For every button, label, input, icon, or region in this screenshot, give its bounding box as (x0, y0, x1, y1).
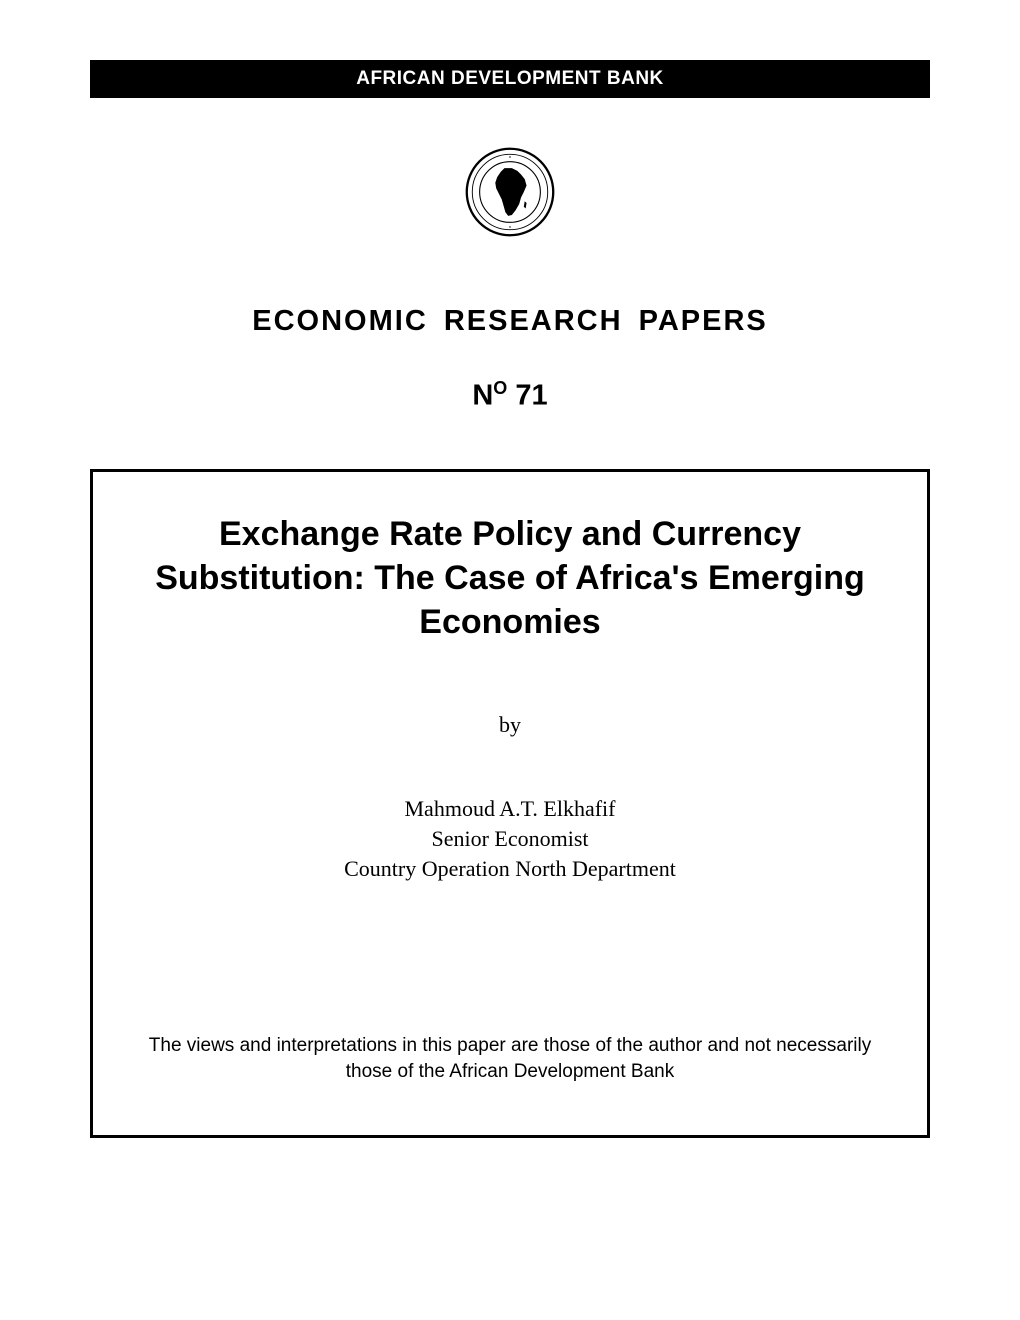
author-block: Mahmoud A.T. Elkhafif Senior Economist C… (121, 794, 899, 883)
series-number-prefix: N (472, 380, 493, 412)
header-bar: AFRICAN DEVELOPMENT BANK (90, 60, 930, 98)
author-name: Mahmoud A.T. Elkhafif (121, 794, 899, 824)
disclaimer-text: The views and interpretations in this pa… (121, 1033, 899, 1084)
by-label: by (121, 712, 899, 738)
organization-name: AFRICAN DEVELOPMENT BANK (356, 68, 664, 89)
title-box: Exchange Rate Policy and Currency Substi… (90, 469, 930, 1138)
paper-title: Exchange Rate Policy and Currency Substi… (121, 512, 899, 645)
series-title: ECONOMIC RESEARCH PAPERS (90, 305, 930, 338)
series-number-value: 71 (507, 380, 547, 412)
adb-logo-icon (464, 146, 556, 238)
logo-section (90, 146, 930, 243)
series-number: NO 71 (90, 378, 930, 413)
series-number-super: O (493, 378, 507, 398)
author-role: Senior Economist (121, 824, 899, 854)
author-department: Country Operation North Department (121, 854, 899, 884)
